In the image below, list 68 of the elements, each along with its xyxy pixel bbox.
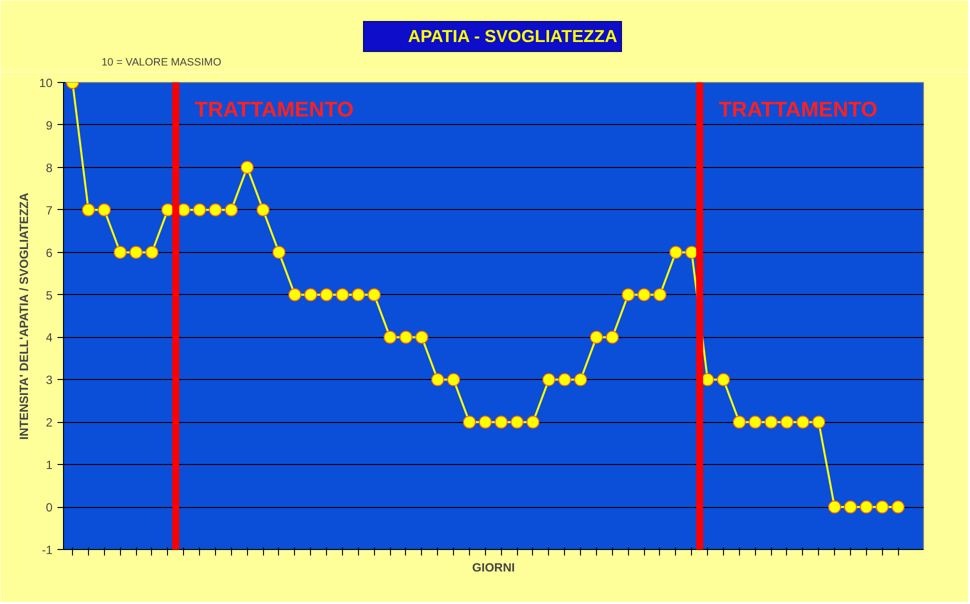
y-tick-label: 3 (46, 373, 53, 388)
point (208, 203, 222, 216)
point (732, 416, 746, 429)
point (399, 330, 412, 344)
y-tick-label: -1 (42, 543, 53, 557)
point (526, 416, 540, 429)
point (478, 416, 492, 429)
point (114, 246, 127, 259)
point (177, 203, 190, 216)
point (622, 288, 635, 302)
point (368, 288, 381, 302)
point (415, 330, 428, 344)
point (336, 288, 349, 302)
point (352, 288, 365, 302)
point (892, 500, 905, 514)
y-tick-label: 7 (46, 203, 53, 218)
point (653, 288, 666, 302)
y-tick-label: 0 (46, 500, 53, 515)
point (828, 500, 842, 514)
point (716, 373, 730, 386)
point (98, 203, 111, 216)
point (304, 288, 318, 302)
point (796, 416, 810, 429)
point (256, 203, 270, 216)
point (494, 416, 508, 429)
point (574, 373, 588, 386)
point (844, 500, 857, 514)
y-tick-label: 1 (46, 458, 53, 472)
point (780, 416, 794, 429)
point (288, 288, 302, 302)
point (669, 246, 682, 259)
point (606, 330, 619, 344)
point (542, 373, 556, 386)
point (240, 160, 254, 174)
point (431, 373, 444, 386)
point (590, 330, 603, 344)
point (812, 416, 826, 429)
y-tick-label: 2 (46, 416, 53, 430)
x-axis-title: GIORNI (472, 560, 515, 574)
point (462, 416, 476, 429)
point (145, 246, 158, 259)
y-tick-label: 10 (39, 76, 53, 90)
point (860, 500, 873, 514)
point (224, 203, 238, 216)
y-tick-label: 4 (46, 330, 53, 345)
y-axis-title: INTENSITA' DELL'APATIA / SVOGLIATEZZA (17, 192, 32, 440)
text: 10 = VALORE MASSIMO (102, 56, 222, 68)
point (384, 330, 397, 344)
y-tick-label: 8 (46, 160, 53, 175)
point (638, 288, 651, 302)
text: APATIA - SVOGLIATEZZA (408, 26, 618, 47)
point (130, 246, 143, 259)
y-tick-label: 9 (46, 118, 53, 132)
point (510, 416, 524, 429)
point (876, 500, 889, 514)
point (272, 246, 286, 259)
point (764, 416, 778, 429)
point (320, 288, 334, 302)
point (82, 203, 95, 216)
annotation: TRATTAMENTO (718, 97, 878, 122)
point (447, 373, 460, 386)
point (748, 416, 762, 429)
y-tick-label: 6 (46, 246, 53, 260)
y-tick-label: 5 (46, 288, 53, 302)
point (558, 373, 572, 386)
point (193, 203, 206, 216)
annotation: TRATTAMENTO (194, 97, 354, 122)
point (701, 373, 714, 386)
